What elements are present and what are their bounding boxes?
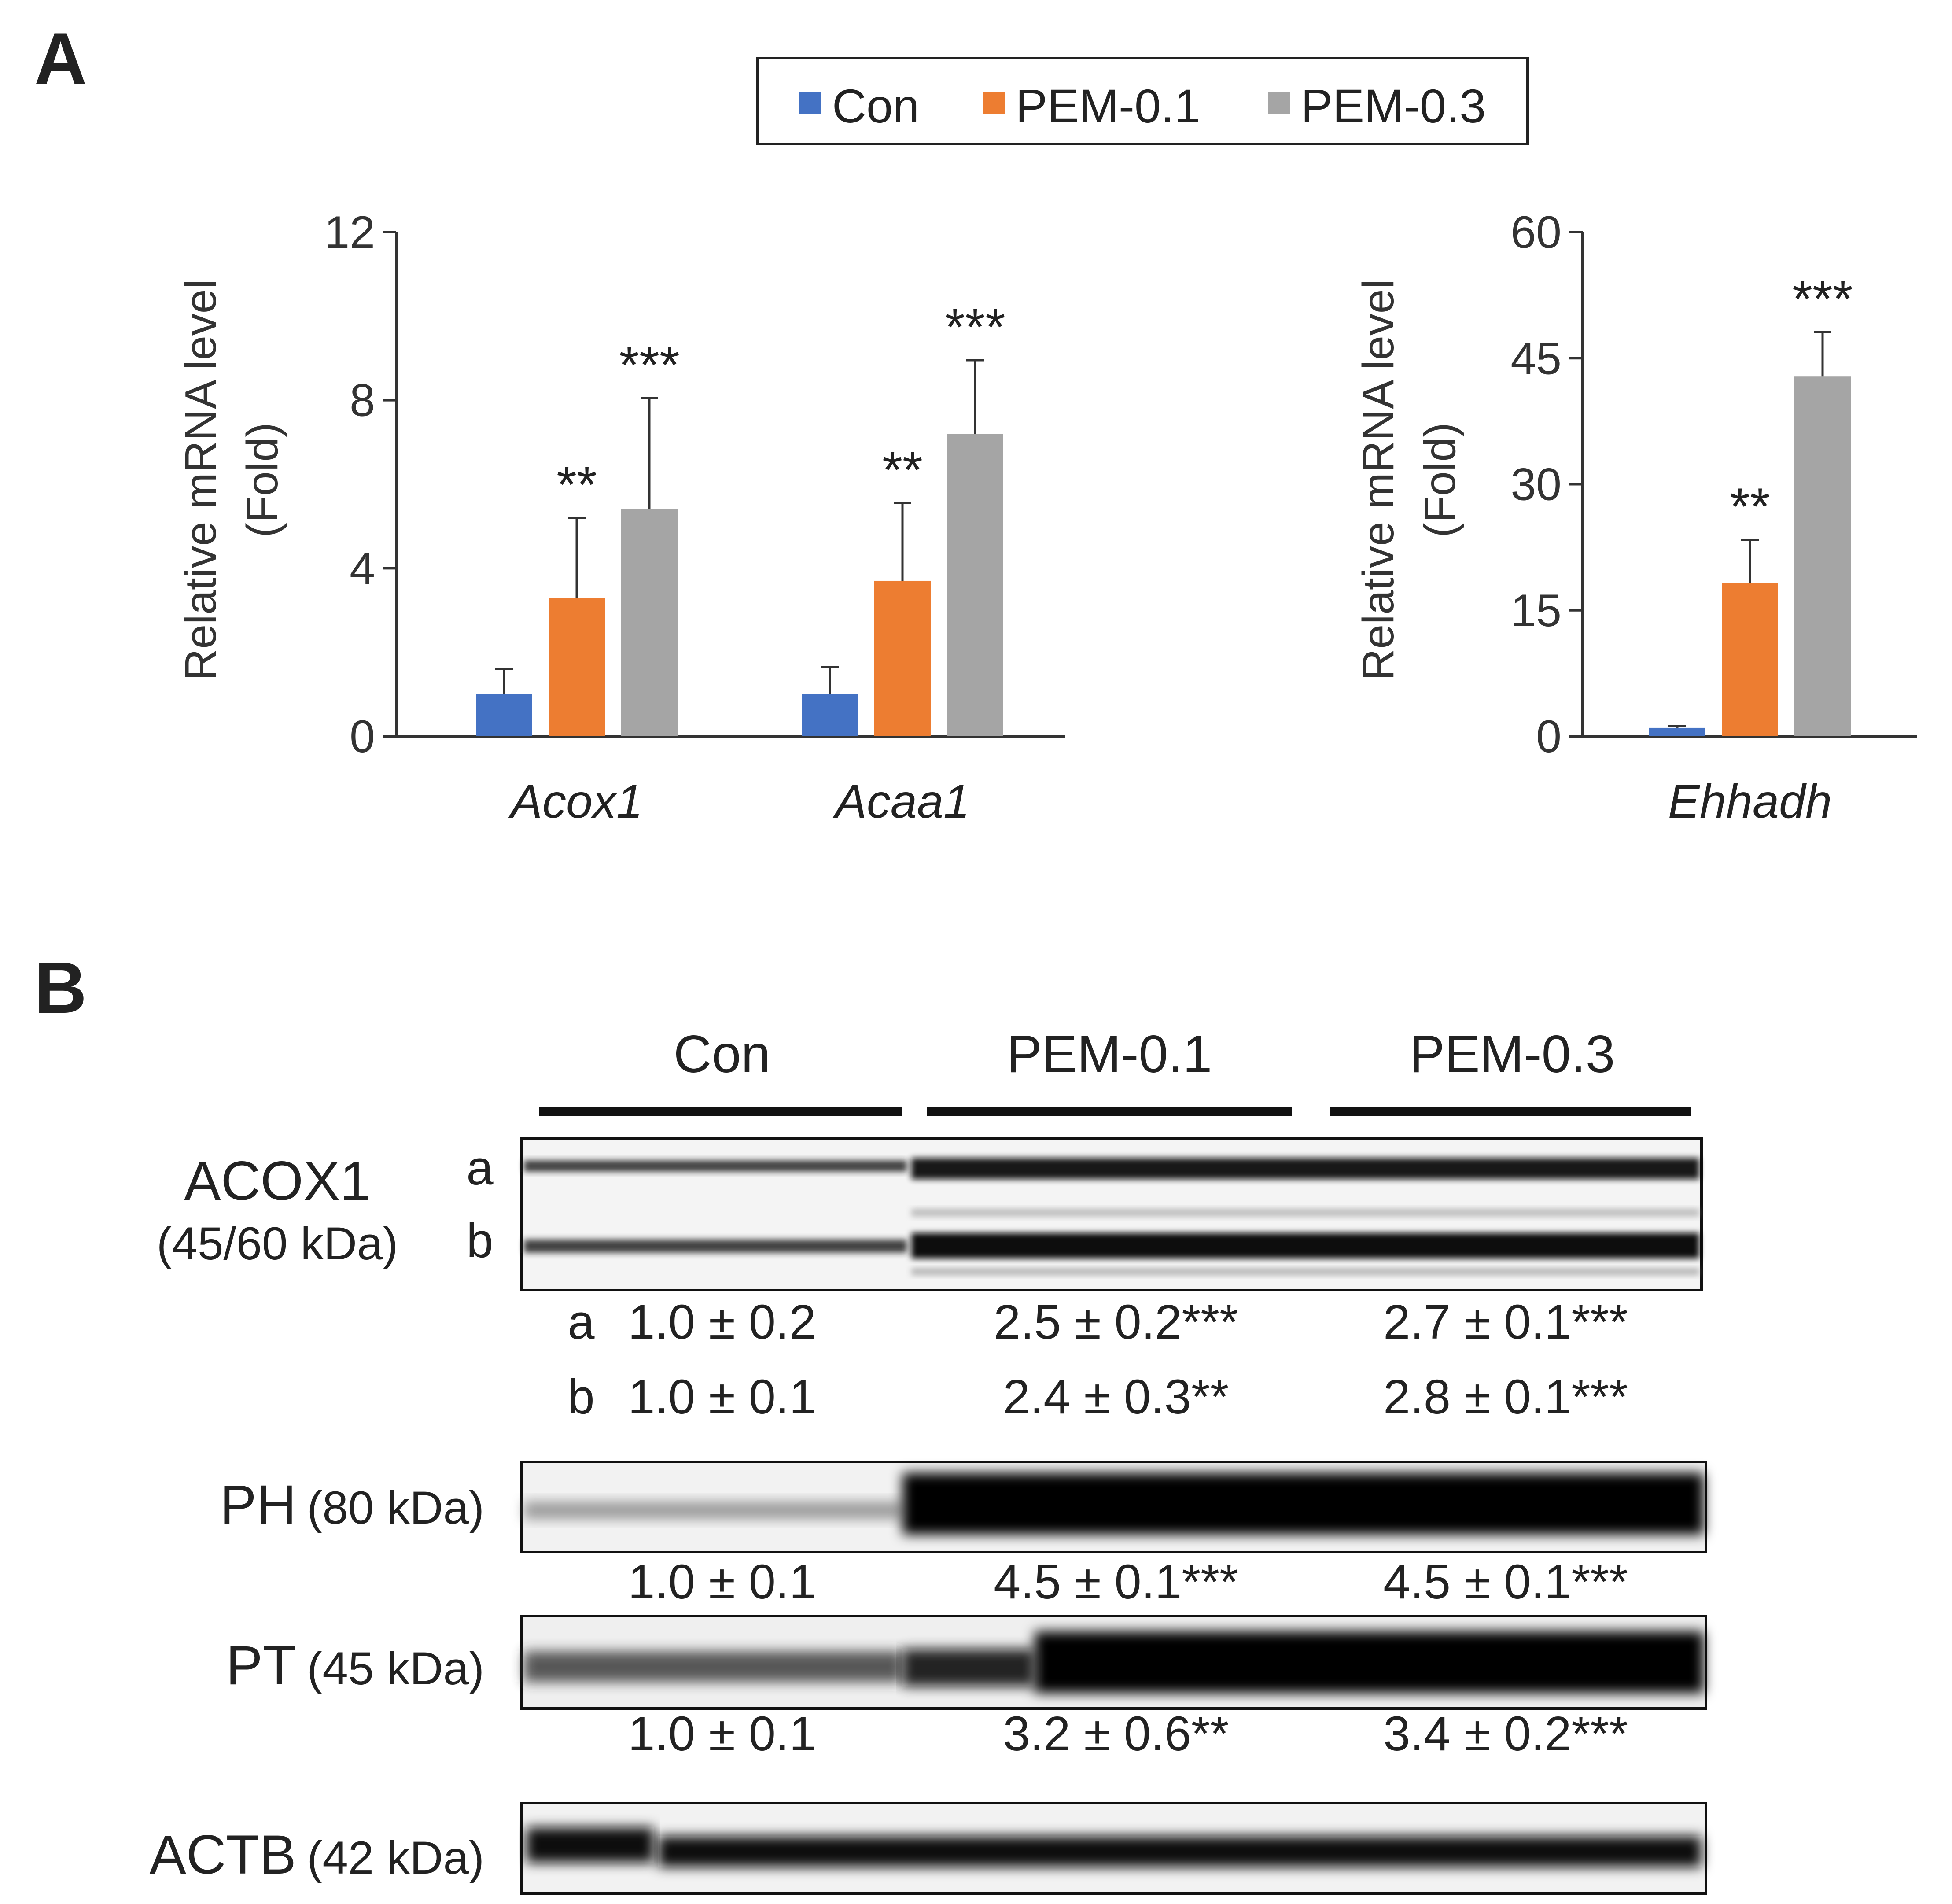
bar-pem01-acaa1 (874, 580, 931, 736)
pt-quant-con: 1.0 ± 0.1 (628, 1707, 816, 1761)
y-axis-label-line2: (Fold) (238, 422, 287, 537)
significance-marker: *** (945, 298, 1005, 356)
x-category-label: Ehhadh (1668, 775, 1832, 828)
y-tick-label: 8 (350, 375, 375, 426)
ph-band-con (524, 1502, 902, 1519)
bar-pem01-ehhadh (1722, 583, 1778, 736)
group-label-pem01: PEM-0.1 (1007, 1025, 1212, 1084)
group-label-con: Con (674, 1025, 770, 1084)
acox1-quant-b-con: 1.0 ± 0.1 (628, 1370, 816, 1424)
legend-label-pem03: PEM-0.3 (1301, 79, 1486, 133)
acox1-quant-b: b 1.0 ± 0.1 2.4 ± 0.3** 2.8 ± 0.1*** (567, 1370, 1628, 1424)
acox1-size: (45/60 kDa) (157, 1218, 398, 1269)
y-tick-label: 60 (1510, 207, 1562, 258)
blot-ph: PH (80 kDa) 1.0 ± 0.1 4.5 ± 0.1*** 4.5 ±… (220, 1461, 1707, 1609)
y-axis-title: Relative mRNA level (Fold) (1354, 279, 1465, 680)
y-tick-label: 15 (1510, 585, 1562, 636)
pt-quant-pem01: 3.2 ± 0.6** (1003, 1707, 1229, 1761)
y-tick-label: 0 (1536, 711, 1562, 762)
acox1-band-a (524, 1158, 1699, 1179)
bar-pem03-acaa1 (947, 434, 1003, 736)
significance-marker: *** (1792, 270, 1853, 328)
legend-swatch-pem01 (983, 92, 1005, 114)
legend: Con PEM-0.1 PEM-0.3 (756, 57, 1529, 145)
y-axis-title: Relative mRNA level (Fold) (176, 279, 287, 680)
actb-size: (42 kDa) (307, 1832, 484, 1884)
legend-box (756, 57, 1529, 145)
acox1-quant-b-pem01: 2.4 ± 0.3** (1003, 1370, 1229, 1424)
y-tick-label: 0 (350, 711, 375, 762)
actb-band-lane1 (526, 1827, 654, 1863)
actb-band-rest (658, 1836, 1702, 1867)
ph-band-pem (902, 1473, 1704, 1535)
pt-quant-pem03: 3.4 ± 0.2*** (1383, 1707, 1628, 1761)
acox1-quant-a-pem03: 2.7 ± 0.1*** (1383, 1295, 1628, 1349)
x-category-label: Acox1 (508, 775, 643, 828)
x-category-label: Acaa1 (832, 775, 970, 828)
y-tick-label: 4 (350, 543, 375, 594)
bar-con-acaa1 (802, 694, 858, 736)
legend-swatch-con (799, 92, 821, 114)
acox1-band-a-label: a (466, 1141, 494, 1195)
panel-label-a: A (34, 18, 87, 99)
actb-label: ACTB (42 kDa) (150, 1824, 484, 1886)
ph-name: PH (220, 1474, 296, 1535)
blot-acox1: ACOX1 (45/60 kDa) a b a 1.0 ± 0.2 2.5 ± … (157, 1137, 1703, 1424)
blot-actb: ACTB (42 kDa) (150, 1802, 1707, 1895)
y-axis-label-line1: Relative mRNA level (176, 279, 225, 680)
significance-marker: *** (619, 336, 680, 394)
y-axis-label-line1: Relative mRNA level (1354, 279, 1403, 680)
ph-quant-con: 1.0 ± 0.1 (628, 1555, 816, 1609)
acox1-quant-a-con: 1.0 ± 0.2 (628, 1295, 816, 1349)
bar-con-ehhadh (1649, 727, 1705, 736)
pt-label: PT (45 kDa) (226, 1635, 484, 1696)
y-tick-label: 12 (324, 207, 375, 258)
chart-ehhadh: Relative mRNA level (Fold) 015304560****… (1354, 207, 1917, 828)
actb-name: ACTB (150, 1824, 296, 1886)
acox1-quant-a-label: a (567, 1295, 595, 1349)
acox1-quant-b-pem03: 2.8 ± 0.1*** (1383, 1370, 1628, 1424)
blot-pt: PT (45 kDa) 1.0 ± 0.1 3.2 ± 0.6** 3.4 ± … (226, 1615, 1707, 1761)
group-label-pem03: PEM-0.3 (1410, 1025, 1615, 1084)
bar-pem03-acox1 (621, 509, 678, 736)
ph-label: PH (80 kDa) (220, 1474, 484, 1535)
acox1-label: ACOX1 (184, 1151, 371, 1212)
significance-marker: ** (1730, 477, 1770, 535)
blot-group-headers: Con PEM-0.1 PEM-0.3 (539, 1025, 1691, 1116)
acox1-band-b (524, 1209, 1699, 1275)
legend-label-con: Con (832, 79, 919, 133)
bar-pem01-acox1 (549, 598, 605, 736)
ph-quant-pem03: 4.5 ± 0.1*** (1383, 1555, 1628, 1609)
legend-label-pem01: PEM-0.1 (1016, 79, 1201, 133)
y-axis-label-line2: (Fold) (1415, 422, 1465, 537)
acox1-quant-a: a 1.0 ± 0.2 2.5 ± 0.2*** 2.7 ± 0.1*** (567, 1295, 1628, 1349)
pt-size: (45 kDa) (307, 1643, 484, 1694)
panel-label-b: B (34, 947, 87, 1028)
pt-name: PT (226, 1635, 296, 1696)
chart-acox1-acaa1: Relative mRNA level (Fold) 04812*****Aco… (176, 207, 1065, 828)
legend-swatch-pem03 (1268, 92, 1290, 114)
acox1-quant-a-pem01: 2.5 ± 0.2*** (994, 1295, 1238, 1349)
significance-marker: ** (882, 441, 923, 499)
significance-marker: ** (556, 456, 597, 514)
y-tick-label: 30 (1510, 459, 1562, 510)
ph-quant-pem01: 4.5 ± 0.1*** (994, 1555, 1238, 1609)
acox1-quant-b-label: b (567, 1370, 594, 1424)
bar-pem03-ehhadh (1794, 376, 1851, 736)
pt-band-pem-rest (1035, 1631, 1704, 1693)
pt-band-con (524, 1651, 902, 1682)
pt-band-pem01-left (902, 1649, 1035, 1686)
y-tick-label: 45 (1510, 333, 1562, 384)
ph-size: (80 kDa) (307, 1482, 484, 1534)
bar-con-acox1 (476, 694, 532, 736)
acox1-band-b-label: b (466, 1214, 493, 1268)
